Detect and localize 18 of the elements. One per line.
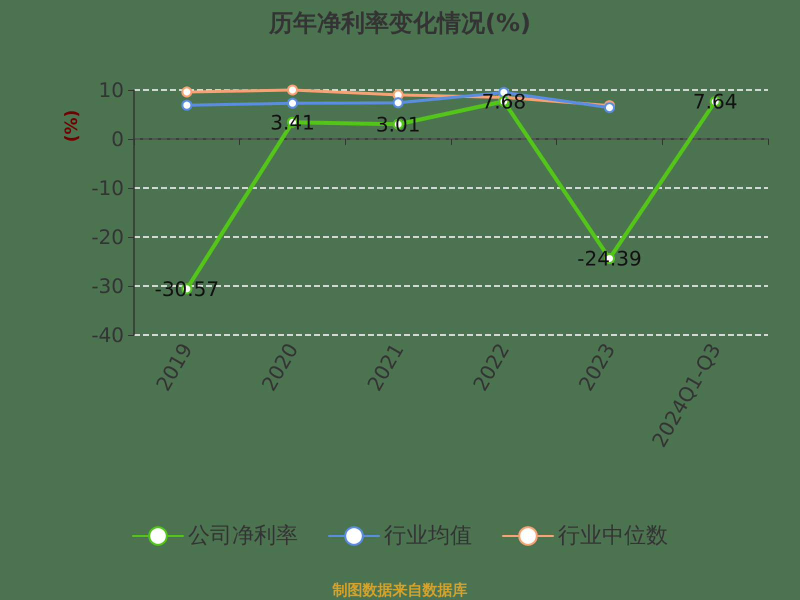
data-label: 3.01 xyxy=(376,112,420,136)
legend-label: 行业均值 xyxy=(384,524,472,548)
point xyxy=(287,84,298,96)
y-tick-label: -10 xyxy=(91,176,124,200)
y-tick-label: -40 xyxy=(91,323,124,347)
legend-label: 行业中位数 xyxy=(558,524,668,548)
y-tick-label: -20 xyxy=(91,225,124,249)
y-tick-label: 10 xyxy=(98,78,124,102)
point xyxy=(392,97,404,108)
point xyxy=(181,100,192,111)
chart-title: 历年净利率变化情况(%) xyxy=(268,9,531,37)
y-axis-title: (%) xyxy=(62,110,82,142)
point xyxy=(181,86,192,98)
legend-label: 公司净利率 xyxy=(188,524,298,548)
y-tick-label: -30 xyxy=(91,274,124,298)
text: 制图数据来自数据库 xyxy=(332,581,468,599)
point xyxy=(287,98,298,109)
y-tick-label: 0 xyxy=(111,127,124,151)
